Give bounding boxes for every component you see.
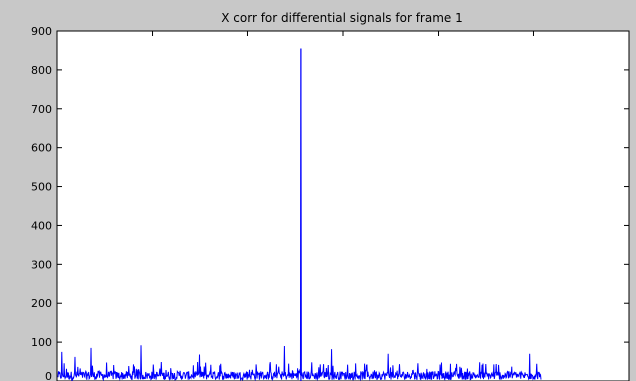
series-line: [57, 48, 542, 381]
y-tick-label: 800: [31, 64, 52, 77]
y-axis: 0 100 200 300 400 500 600 700 800 900: [31, 25, 629, 381]
axes-background: [56, 30, 630, 381]
plot-area: [57, 48, 542, 381]
y-tick-label: 0: [45, 370, 52, 381]
y-tick-label: 300: [31, 258, 52, 271]
y-tick-label: 700: [31, 103, 52, 116]
y-tick-label: 100: [31, 336, 52, 349]
y-tick-label: 400: [31, 219, 52, 232]
chart-title: X corr for differential signals for fram…: [221, 11, 462, 25]
y-tick-label: 200: [31, 297, 52, 310]
y-tick-label: 900: [31, 25, 52, 38]
y-tick-label: 600: [31, 142, 52, 155]
y-tick-label: 500: [31, 181, 52, 194]
x-axis: [152, 31, 534, 36]
